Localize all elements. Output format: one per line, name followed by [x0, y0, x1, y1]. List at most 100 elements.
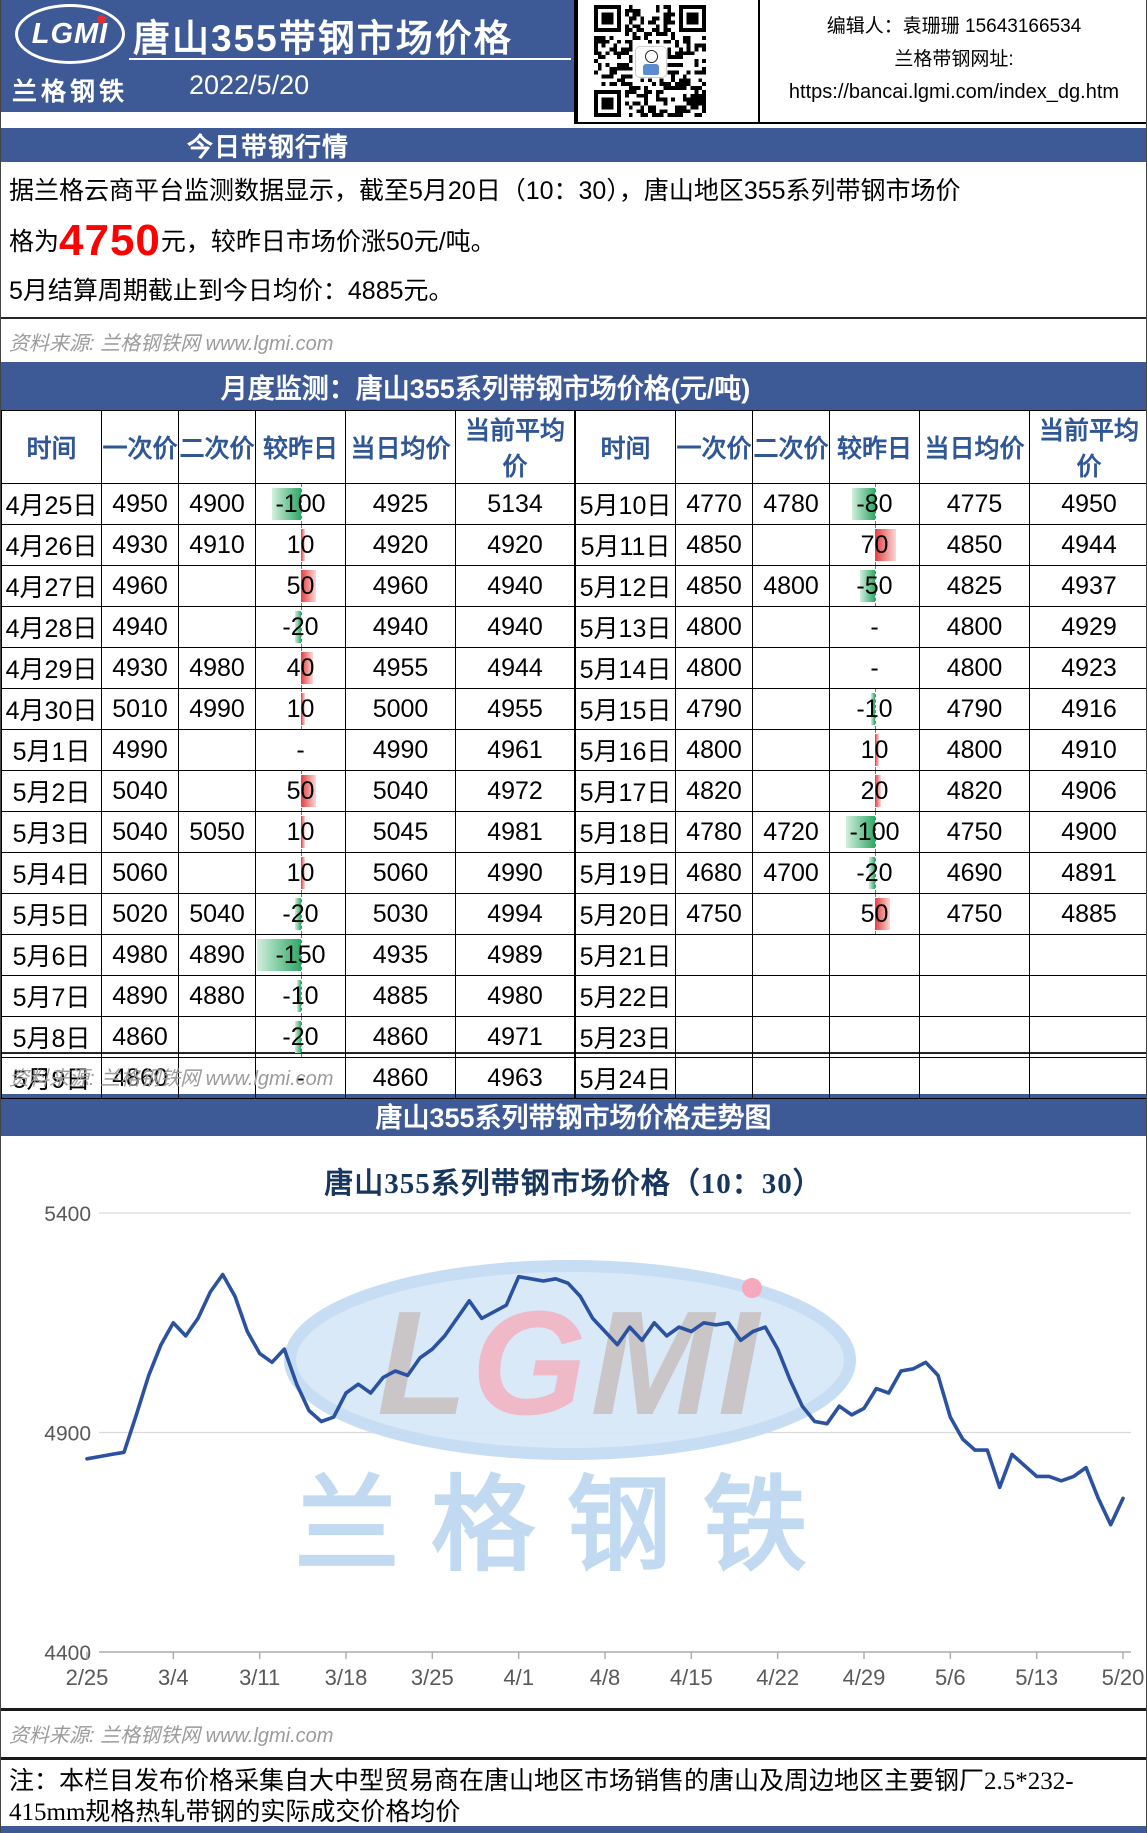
table-cell: 70	[829, 524, 920, 566]
table-cell	[829, 934, 920, 976]
table-cell: 4750	[919, 893, 1030, 935]
table-cell	[919, 1016, 1030, 1058]
table-cell: 5050	[178, 811, 256, 853]
table-cell: 5040	[101, 770, 179, 812]
table-cell: 4900	[178, 483, 256, 525]
column-header: 一次价	[675, 410, 753, 484]
table-cell: 4860	[345, 1057, 456, 1099]
column-header: 当前平均价	[455, 410, 575, 484]
mascot-head-icon	[644, 49, 658, 63]
table-cell: 4980	[101, 934, 179, 976]
table-cell: 4月29日	[1, 647, 102, 689]
table-cell: 5月9日	[1, 1057, 102, 1099]
bar-axis	[874, 853, 876, 893]
table-cell: 4940	[455, 606, 575, 648]
bar-axis	[300, 566, 302, 606]
table-cell: 4930	[101, 524, 179, 566]
table-cell	[752, 770, 830, 812]
decrease-bar	[296, 980, 301, 1012]
table-cell: -100	[829, 811, 920, 853]
table-cell	[1029, 934, 1146, 976]
table-row: 4月28日 4940 -20 4940 4940	[1, 606, 575, 648]
table-cell	[919, 1057, 1030, 1099]
column-header: 时间	[1, 410, 102, 484]
table-row: 5月8日 4860 -20 4860 4971	[1, 1016, 575, 1058]
table-cell	[675, 975, 753, 1017]
table-cell	[1029, 1057, 1146, 1099]
table-cell: 5月23日	[575, 1016, 676, 1058]
table-cell: 5月10日	[575, 483, 676, 525]
change-value: -80	[856, 489, 893, 518]
table-cell	[919, 934, 1030, 976]
change-value: -20	[282, 1022, 319, 1051]
table-cell	[675, 1016, 753, 1058]
table-cell: 5月5日	[1, 893, 102, 935]
table-cell: -	[255, 729, 346, 771]
source-note-1: 资料来源: 兰格钢铁网 www.lgmi.com	[9, 333, 334, 355]
table-cell: 4790	[675, 688, 753, 730]
change-value: 10	[860, 735, 889, 764]
bar-axis	[874, 566, 876, 606]
table-cell: 5月16日	[575, 729, 676, 771]
table-row: 5月15日 4790 -10 4790 4916	[575, 688, 1146, 730]
increase-bar	[300, 816, 305, 848]
increase-bar	[874, 734, 879, 766]
contact-text: 编辑人：袁珊珊 15643166534 兰格带钢网址: https://banc…	[764, 10, 1144, 109]
table-cell: 4月30日	[1, 688, 102, 730]
decrease-bar	[868, 857, 875, 889]
x-tick-label: 3/4	[158, 1665, 189, 1690]
table-cell: 4920	[455, 524, 575, 566]
x-tick-label: 3/25	[411, 1665, 454, 1690]
bar-axis	[300, 607, 302, 647]
bar-axis	[300, 812, 302, 852]
increase-bar	[300, 529, 305, 561]
table-row: 5月7日 4890 4880 -10 4885 4980	[1, 975, 575, 1017]
table-row: 5月4日 5060 10 5060 4990	[1, 852, 575, 894]
table-cell: 4885	[1029, 893, 1146, 935]
table-cell: 10	[255, 852, 346, 894]
table-cell: 5月8日	[1, 1016, 102, 1058]
table-cell: 4989	[455, 934, 575, 976]
editor-info: 编辑人：袁珊珊 15643166534	[826, 16, 1082, 37]
table-cell: 40	[255, 647, 346, 689]
table-cell: 4981	[455, 811, 575, 853]
y-tick-label: 4400	[44, 1642, 91, 1665]
change-value: 50	[286, 571, 315, 600]
table-cell: 5月13日	[575, 606, 676, 648]
watermark-lgmi: LGMI	[377, 1281, 763, 1446]
table-cell: 5月11日	[575, 524, 676, 566]
table-cell: 5月22日	[575, 975, 676, 1017]
title-underline	[129, 58, 571, 60]
site-url[interactable]: https://bancai.lgmi.com/index_dg.htm	[788, 81, 1120, 103]
table-cell	[178, 852, 256, 894]
x-tick-label: 5/20	[1102, 1665, 1145, 1690]
table-cell: 4800	[919, 729, 1030, 771]
table-row: 5月18日 4780 4720 -100 4750 4900	[575, 811, 1146, 853]
table-cell: 5月17日	[575, 770, 676, 812]
decrease-bar	[271, 488, 301, 520]
bar-axis	[874, 689, 876, 729]
table-cell	[752, 606, 830, 648]
table-cell: -150	[255, 934, 346, 976]
table-cell	[1029, 1016, 1146, 1058]
x-tick-label: 4/1	[503, 1665, 534, 1690]
table-row: 5月6日 4980 4890 -150 4935 4989	[1, 934, 575, 976]
table-cell: 4940	[101, 606, 179, 648]
table-cell: 4980	[178, 647, 256, 689]
table-cell: -10	[255, 975, 346, 1017]
change-value: -10	[282, 981, 319, 1010]
table-cell	[752, 1016, 830, 1058]
table-cell: 4820	[675, 770, 753, 812]
watermark-i-dot	[742, 1278, 762, 1298]
table-cell: 5030	[345, 893, 456, 935]
bar-axis	[300, 853, 302, 893]
column-header: 二次价	[178, 410, 256, 484]
table-cell: 4850	[919, 524, 1030, 566]
table-cell: 50	[255, 565, 346, 607]
table-cell: 4775	[919, 483, 1030, 525]
watermark-cn: 兰格钢铁	[295, 1468, 839, 1584]
table-cell	[829, 1016, 920, 1058]
table-cell: 4780	[752, 483, 830, 525]
increase-bar	[300, 570, 316, 602]
